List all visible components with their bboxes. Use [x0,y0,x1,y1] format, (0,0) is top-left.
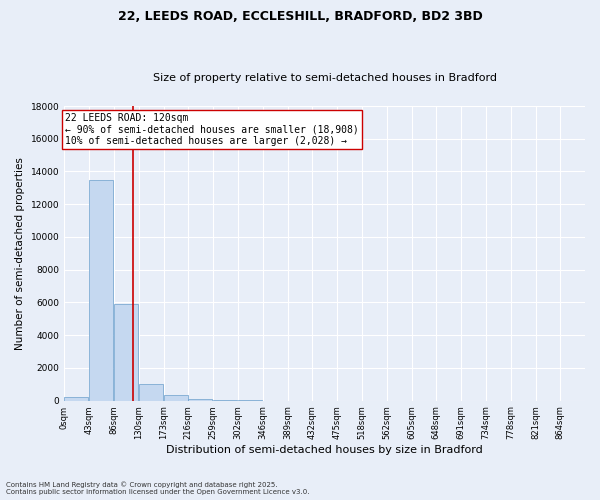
Title: Size of property relative to semi-detached houses in Bradford: Size of property relative to semi-detach… [152,73,497,83]
Bar [113,304,138,400]
Bar [89,180,113,400]
X-axis label: Distribution of semi-detached houses by size in Bradford: Distribution of semi-detached houses by … [166,445,483,455]
Y-axis label: Number of semi-detached properties: Number of semi-detached properties [15,157,25,350]
Bar [188,399,212,400]
Bar [139,384,163,400]
Text: Contains HM Land Registry data © Crown copyright and database right 2025.
Contai: Contains HM Land Registry data © Crown c… [6,482,310,495]
Bar [64,398,88,400]
Text: 22 LEEDS ROAD: 120sqm
← 90% of semi-detached houses are smaller (18,908)
10% of : 22 LEEDS ROAD: 120sqm ← 90% of semi-deta… [65,112,359,146]
Text: 22, LEEDS ROAD, ECCLESHILL, BRADFORD, BD2 3BD: 22, LEEDS ROAD, ECCLESHILL, BRADFORD, BD… [118,10,482,23]
Bar [164,395,188,400]
